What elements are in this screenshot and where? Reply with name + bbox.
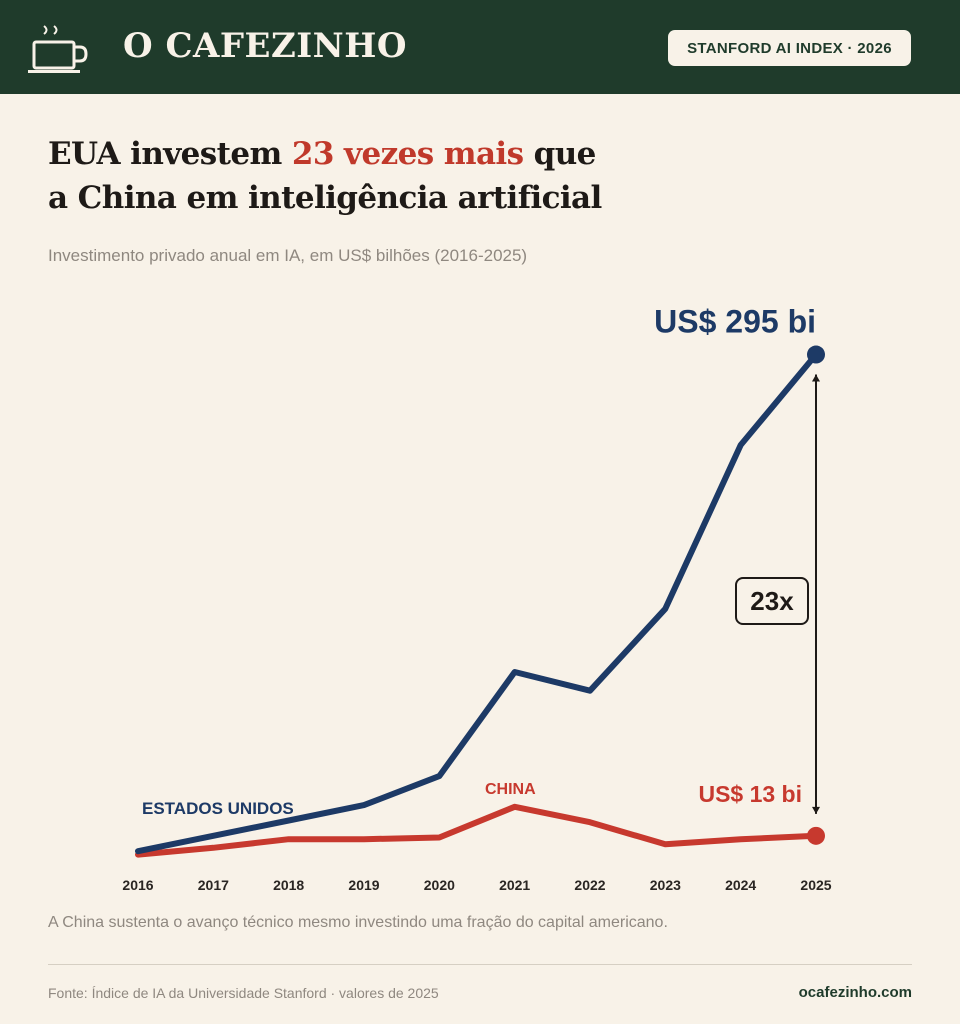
source-note: Fonte: Índice de IA da Universidade Stan… [48, 985, 439, 1001]
title-line2: a China em inteligência artificial [48, 180, 602, 216]
ratio-label: 23x [750, 586, 794, 616]
title-part2: que [523, 136, 597, 172]
series-endpoint [807, 345, 825, 364]
data-label: US$ 13 bi [698, 781, 802, 807]
x-tick-label: 2017 [198, 877, 229, 893]
brand-name[interactable]: O CAFEZINHO [123, 26, 407, 66]
divider [48, 964, 912, 965]
x-tick-label: 2023 [650, 877, 681, 893]
series-line [135, 803, 819, 858]
title-part1: EUA investem [48, 136, 292, 172]
x-tick-label: 2018 [273, 877, 304, 893]
source-badge: STANFORD AI INDEX · 2026 [668, 30, 911, 66]
series-label: CHINA [485, 781, 536, 798]
x-tick-label: 2024 [725, 877, 756, 893]
series-line [135, 351, 819, 855]
footnote: A China sustenta o avanço técnico mesmo … [48, 914, 668, 931]
x-tick-label: 2022 [574, 877, 605, 893]
ratio-box [735, 577, 809, 625]
chart-subtitle: Investimento privado anual em IA, em US$… [48, 246, 528, 265]
x-tick-label: 2021 [499, 877, 530, 893]
header-bar: O CAFEZINHO STANFORD AI INDEX · 2026 [0, 0, 960, 94]
x-tick-label: 2025 [800, 877, 831, 893]
x-tick-label: 2016 [122, 877, 153, 893]
title-highlight: 23 vezes mais [291, 136, 524, 172]
data-label: US$ 295 bi [654, 304, 816, 340]
arrow-head-down [812, 806, 820, 814]
x-tick-label: 2019 [348, 877, 379, 893]
page-title: EUA investem 23 vezes mais que a China e… [48, 132, 808, 220]
arrow-head-up [812, 374, 820, 382]
x-tick-label: 2020 [424, 877, 455, 893]
series-endpoint [807, 826, 825, 845]
coffee-cup-icon [28, 25, 88, 73]
line-chart: 2016 2017 2018 2019 2020 2021 2022 2023 2024 2025… [122, 304, 831, 893]
site-link[interactable]: ocafezinho.com [798, 984, 912, 1001]
series-label: ESTADOS UNIDOS [142, 799, 294, 818]
